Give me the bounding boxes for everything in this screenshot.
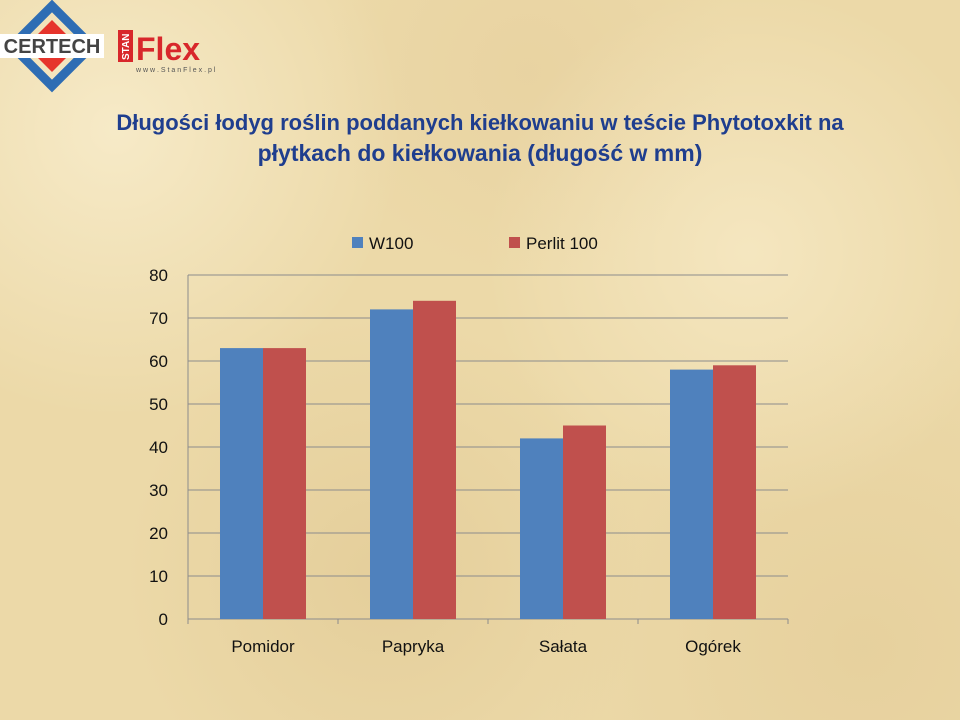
bar-perlit-100-papryka bbox=[413, 300, 456, 619]
bar-w100-ogórek bbox=[670, 369, 713, 619]
legend-swatch-1 bbox=[352, 237, 363, 248]
chart-title-line1: Długości łodyg roślin poddanych kiełkowa… bbox=[116, 110, 844, 135]
y-tick-label: 50 bbox=[149, 395, 168, 414]
y-tick-label: 40 bbox=[149, 438, 168, 457]
bar-w100-pomidor bbox=[220, 348, 263, 619]
stan-text: STAN bbox=[121, 34, 132, 60]
y-tick-label: 60 bbox=[149, 352, 168, 371]
stanflex-logo: STAN Flex w w w . S t a n F l e x . p l bbox=[118, 30, 216, 74]
x-tick-label: Pomidor bbox=[231, 637, 295, 656]
certech-logo: CERTECH bbox=[0, 0, 104, 93]
logos: CERTECH STAN Flex w w w . S t a n F l e … bbox=[0, 0, 230, 105]
bar-perlit-100-ogórek bbox=[713, 365, 756, 619]
bar-w100-papryka bbox=[370, 309, 413, 619]
flex-text: Flex bbox=[136, 31, 200, 67]
y-tick-label: 70 bbox=[149, 309, 168, 328]
x-tick-label: Ogórek bbox=[685, 637, 741, 656]
logo-graphic: CERTECH STAN Flex w w w . S t a n F l e … bbox=[0, 0, 216, 93]
bar-perlit-100-pomidor bbox=[263, 348, 306, 619]
x-tick-label: Sałata bbox=[539, 637, 588, 656]
chart-title: Długości łodyg roślin poddanych kiełkowa… bbox=[40, 108, 920, 168]
legend-swatch-2 bbox=[509, 237, 520, 248]
y-tick-label: 30 bbox=[149, 481, 168, 500]
legend-label-1: W100 bbox=[369, 234, 413, 253]
y-tick-label: 80 bbox=[149, 266, 168, 285]
y-tick-label: 10 bbox=[149, 567, 168, 586]
chart-title-line2: płytkach do kiełkowania (długość w mm) bbox=[257, 140, 703, 166]
certech-logo-text: CERTECH bbox=[4, 36, 101, 58]
y-tick-label: 20 bbox=[149, 524, 168, 543]
bar-w100-sałata bbox=[520, 438, 563, 619]
legend-label-2: Perlit 100 bbox=[526, 234, 598, 253]
stanflex-url: w w w . S t a n F l e x . p l bbox=[135, 67, 216, 74]
x-tick-label: Papryka bbox=[382, 637, 445, 656]
bar-perlit-100-sałata bbox=[563, 425, 606, 619]
y-tick-label: 0 bbox=[159, 610, 168, 629]
